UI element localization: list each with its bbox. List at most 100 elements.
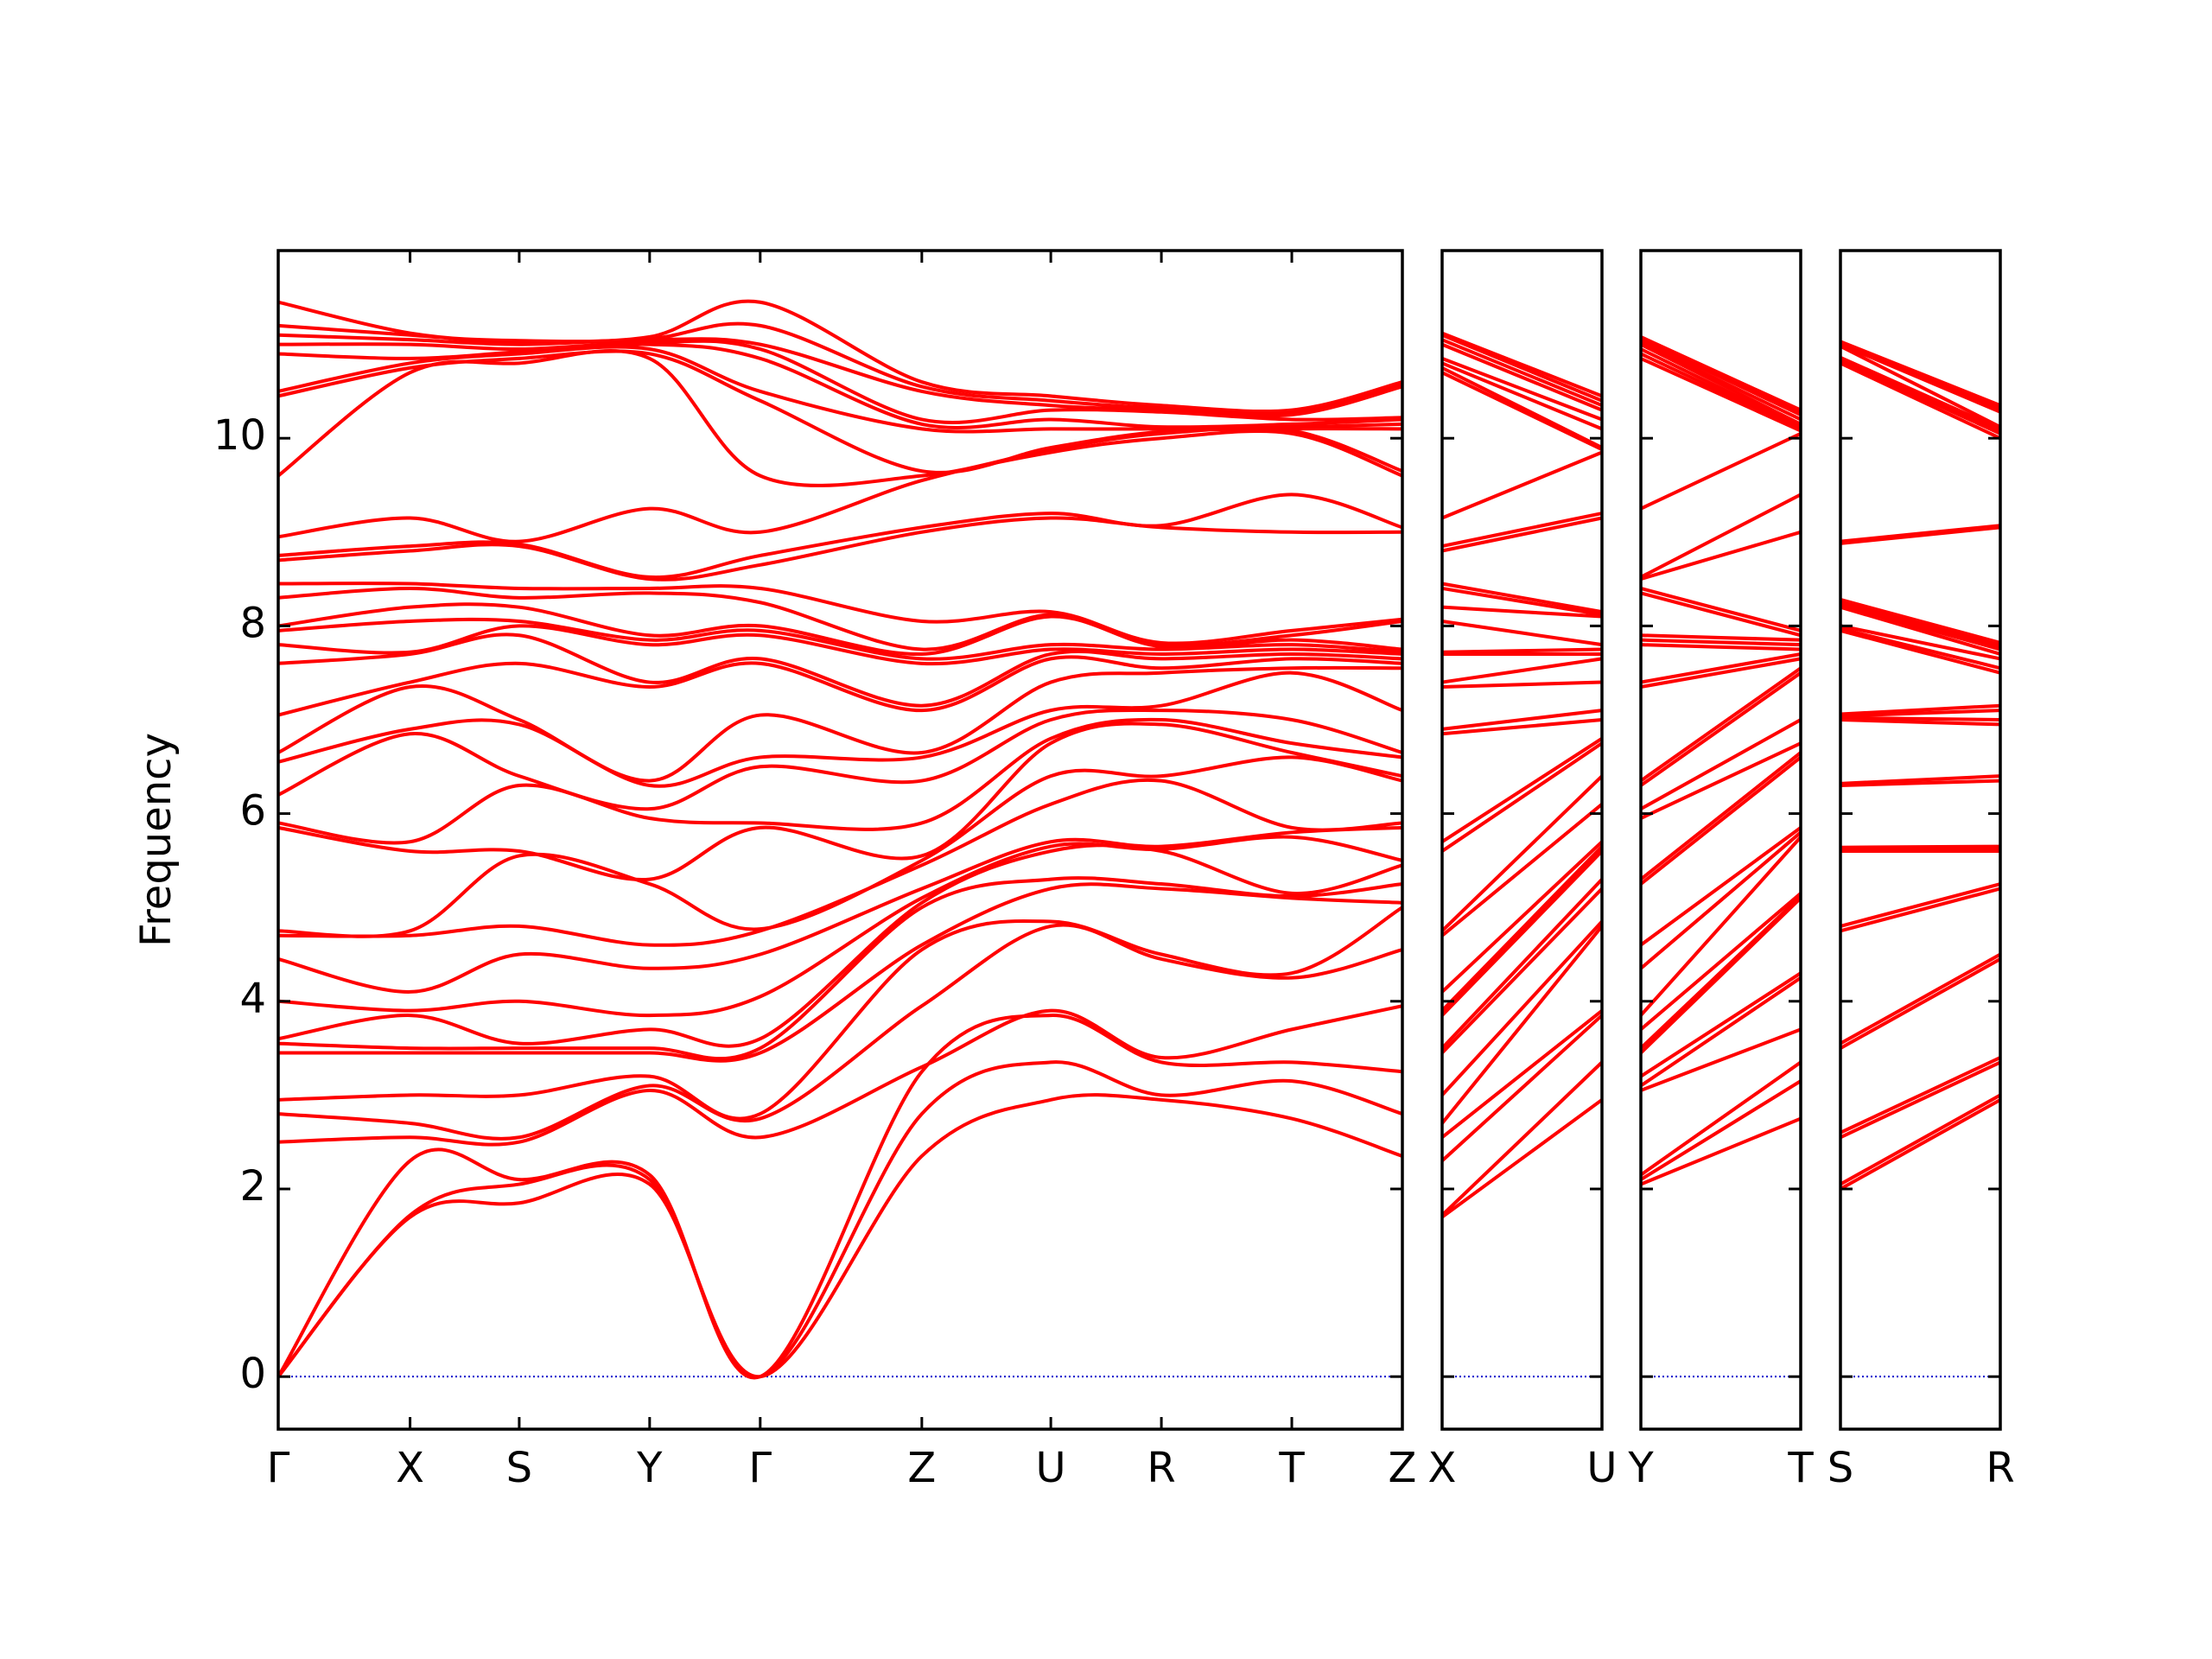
band-line	[1441, 657, 1603, 684]
band-line	[1441, 680, 1603, 689]
x-tick-label: Y	[1627, 1444, 1654, 1492]
band-line	[1840, 626, 2001, 671]
band-line	[1441, 450, 1603, 520]
band-line	[1840, 628, 2001, 675]
band-line	[1640, 1027, 1802, 1092]
band-line	[1441, 365, 1603, 449]
y-tick-label: 0	[239, 1350, 266, 1398]
band-line	[1640, 431, 1802, 511]
band-line	[276, 1014, 1403, 1380]
x-tick-label: S	[1827, 1444, 1853, 1492]
band-line	[1440, 925, 1604, 1125]
band-line	[1441, 718, 1603, 736]
y-tick-label: 10	[213, 411, 266, 460]
band-line	[1840, 774, 2001, 785]
band-line	[1441, 338, 1603, 408]
x-tick-label: R	[1147, 1444, 1175, 1492]
band-line	[277, 655, 1403, 717]
band-line	[1441, 342, 1603, 412]
band-line	[1440, 887, 1604, 1054]
band-line	[1440, 1009, 1604, 1139]
band-line	[1441, 605, 1603, 619]
band-line	[1640, 591, 1802, 638]
band-line	[277, 876, 1403, 1061]
band-line	[1640, 633, 1802, 642]
plot-frame	[1639, 249, 1802, 1431]
band-line	[1840, 957, 2001, 1050]
band-line	[1639, 976, 1802, 1088]
band-line	[277, 429, 1403, 543]
band-line	[1840, 361, 2001, 441]
band-line	[278, 882, 1403, 1063]
band-line	[277, 632, 1403, 708]
band-line	[1440, 737, 1604, 843]
band-line	[1840, 1098, 2001, 1191]
band-line	[1441, 371, 1603, 452]
band-line	[277, 906, 1404, 1121]
band-line	[1640, 357, 1802, 433]
band-line	[277, 1004, 1403, 1147]
plot-frame	[276, 249, 1404, 1431]
band-line	[1639, 894, 1802, 1050]
band-line	[1640, 657, 1802, 689]
band-line	[1640, 352, 1802, 431]
band-line	[1440, 1060, 1604, 1217]
band-line	[1639, 826, 1802, 947]
band-line	[1639, 971, 1802, 1078]
x-tick-label: Γ	[267, 1444, 290, 1492]
band-line	[1639, 1079, 1802, 1181]
band-line	[1640, 335, 1802, 412]
band-line	[1639, 1060, 1802, 1177]
band-line	[1639, 830, 1802, 970]
band-line	[1840, 952, 2001, 1046]
x-tick-label: X	[396, 1444, 424, 1492]
x-tick-label: U	[1036, 1444, 1066, 1492]
band-line	[1840, 1093, 2001, 1186]
band-line	[1840, 882, 2001, 928]
x-tick-label: Y	[636, 1444, 663, 1492]
band-line	[277, 586, 1403, 652]
x-tick-label: S	[506, 1444, 532, 1492]
band-line	[1441, 361, 1603, 431]
band-line	[1840, 524, 2001, 543]
band-line	[1840, 358, 2001, 434]
band-line	[1840, 605, 2001, 656]
y-tick-label: 2	[239, 1162, 266, 1211]
band-line	[1440, 1014, 1604, 1162]
band-line	[1840, 601, 2001, 649]
band-line	[277, 333, 1403, 418]
band-line	[1840, 355, 2001, 431]
band-line	[1640, 530, 1802, 582]
band-line	[277, 708, 1403, 811]
plot-frame	[1440, 249, 1604, 1431]
band-line	[1840, 344, 2001, 429]
band-line	[1639, 836, 1802, 1017]
band-line	[1440, 741, 1604, 853]
band-line	[1440, 845, 1604, 1013]
band-line	[1840, 624, 2001, 661]
band-line	[1440, 803, 1604, 938]
band-line	[1640, 741, 1802, 820]
x-tick-label: T	[1787, 1444, 1814, 1492]
band-line	[1639, 755, 1802, 886]
band-line	[1640, 340, 1802, 422]
band-line	[277, 923, 1403, 1141]
x-tick-label: Γ	[748, 1444, 772, 1492]
x-tick-label: Z	[907, 1444, 936, 1492]
band-line	[1840, 340, 2001, 408]
y-tick-label: 6	[239, 787, 266, 836]
band-line	[277, 665, 1403, 783]
band-line	[1840, 703, 2001, 716]
band-line	[277, 671, 1403, 788]
x-tick-label: R	[1986, 1444, 2014, 1492]
band-line	[1441, 516, 1603, 553]
band-line	[1840, 715, 2001, 721]
band-line	[1441, 331, 1603, 398]
y-tick-label: 4	[239, 975, 266, 1023]
band-line	[1441, 512, 1603, 549]
band-line	[1440, 878, 1604, 1050]
band-line	[1440, 849, 1604, 1017]
band-line	[1640, 347, 1802, 429]
band-line	[1441, 709, 1603, 731]
